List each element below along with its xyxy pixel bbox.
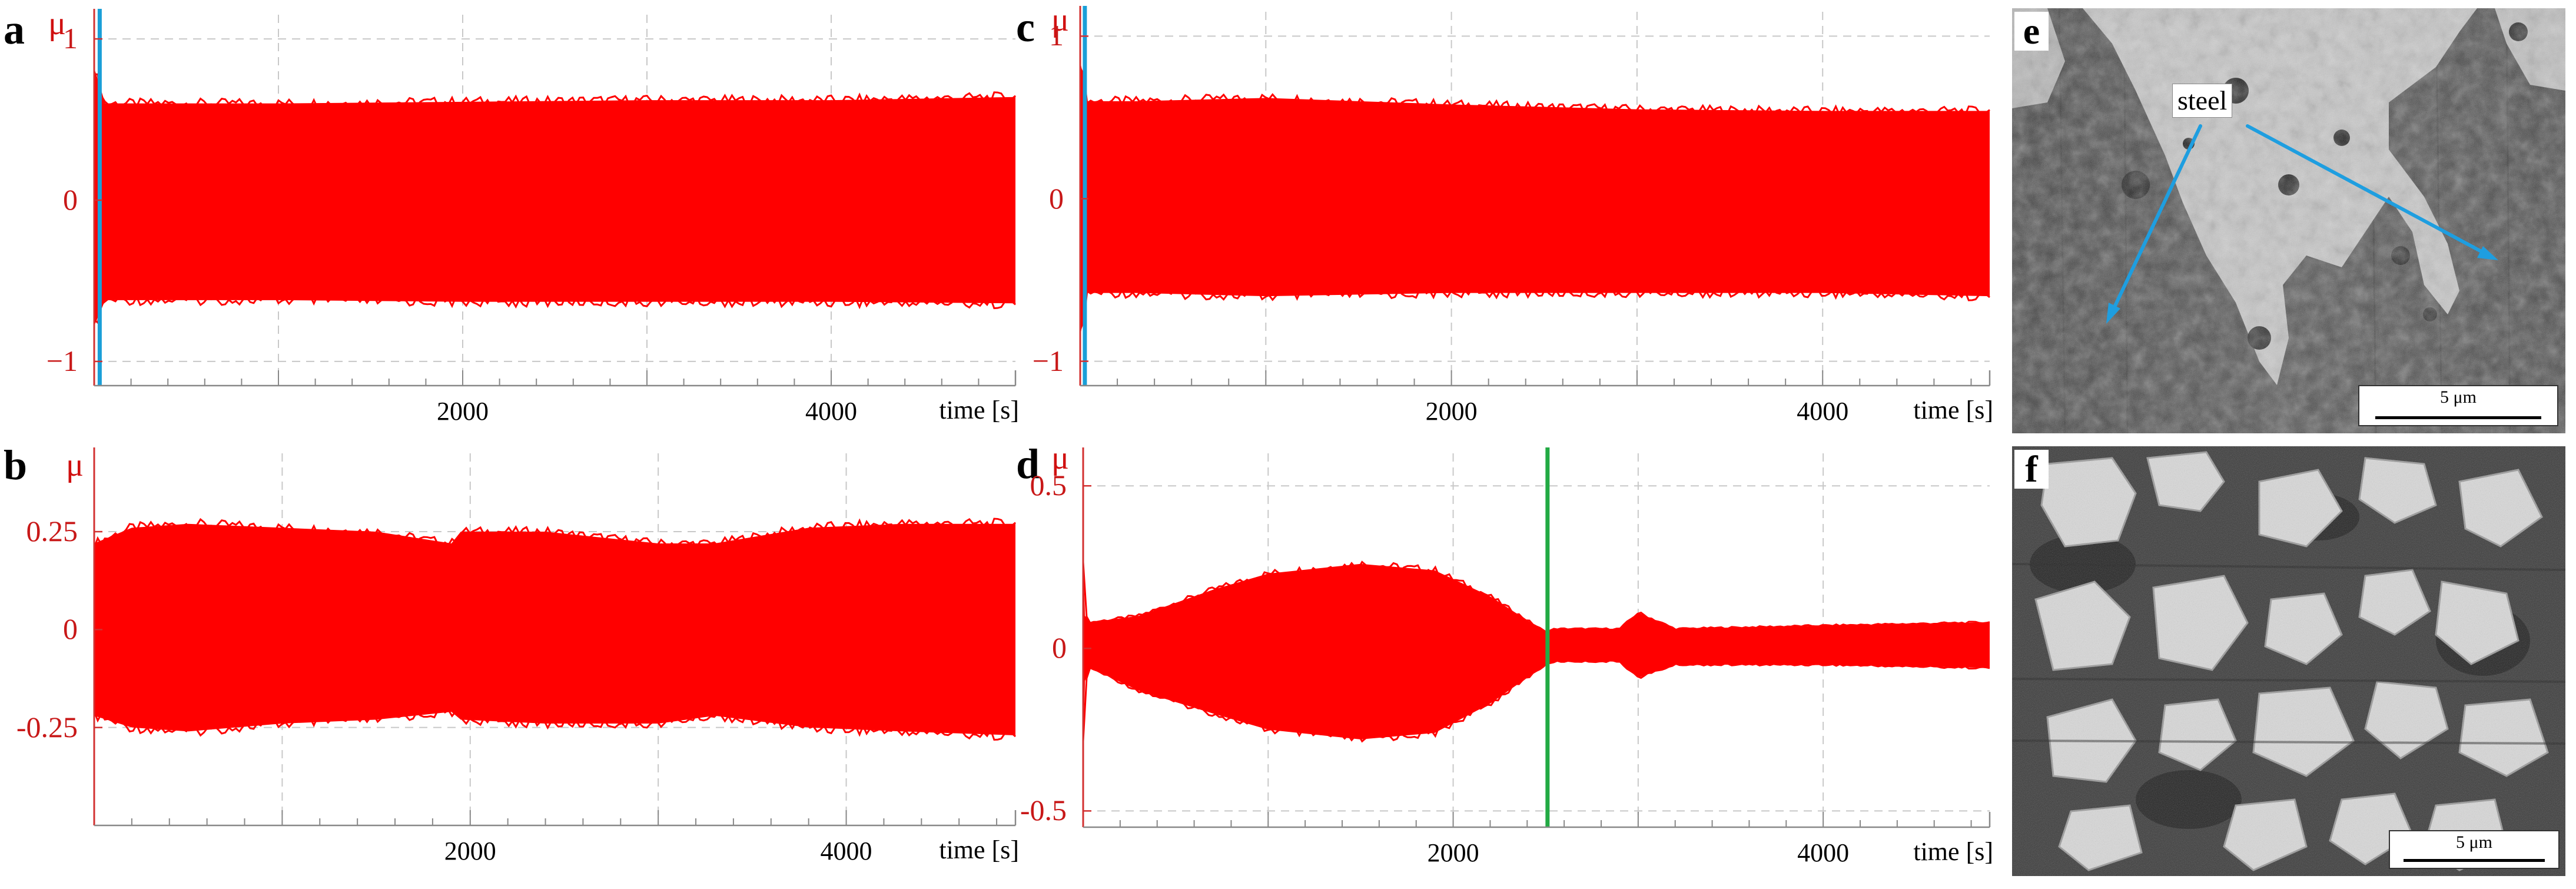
panel-label-c: c	[1016, 4, 1035, 51]
chart-panel-a: a μ 1 0 −1 2000 4000 time [s]	[0, 0, 1030, 436]
x-tick-label-a: 4000	[805, 397, 857, 426]
micrograph-f: f 5 μm	[2012, 446, 2565, 876]
x-axis-label-a: time [s]	[939, 396, 1019, 424]
steel-annotation: steel	[2172, 84, 2233, 118]
signal-band-c	[1080, 60, 1990, 337]
micrograph-f-image	[2012, 446, 2565, 876]
y-tick-label-c: −1	[1032, 344, 1064, 377]
x-tick-label-b: 2000	[444, 837, 496, 865]
panel-label-d: d	[1016, 440, 1040, 487]
scale-bar-f: 5 μm	[2389, 830, 2560, 869]
panel-label-f: f	[2014, 450, 2049, 489]
chart-panel-b: b μ 0.25 0 -0.25 2000 4000 time [s]	[0, 436, 1030, 889]
x-tick-label-a: 2000	[437, 397, 489, 426]
signal-edge-bottom-a	[93, 294, 1016, 325]
scale-bar-e: 5 μm	[2358, 385, 2558, 426]
scale-bar-label-f: 5 μm	[2456, 832, 2492, 852]
panel-label-e: e	[2014, 12, 2049, 51]
signal-band-b	[94, 523, 1015, 735]
y-axis-label-c: μ	[1051, 2, 1070, 38]
y-axis-label-a: μ	[48, 5, 67, 42]
y-tick-label-b: 0.25	[26, 515, 78, 548]
y-axis-label-b: μ	[66, 447, 84, 483]
y-tick-label-b: -0.25	[16, 710, 78, 744]
signal-edge-bottom-b	[93, 708, 1016, 741]
plot-area-a	[93, 9, 1017, 387]
signal-band-d	[1083, 557, 1990, 746]
y-tick-label-d: -0.5	[1020, 794, 1067, 827]
x-axis-label-d: time [s]	[1913, 837, 1993, 866]
chart-panel-d: d μ 0.5 0 -0.5 2000 4000 time [s]	[1013, 436, 2001, 889]
micrograph-e: e steel 5 μm	[2012, 8, 2565, 433]
x-tick-label-b: 4000	[820, 837, 872, 865]
x-tick-label-c: 2000	[1425, 397, 1478, 426]
y-tick-label-d: 0	[1052, 631, 1067, 665]
plot-area-b	[93, 447, 1017, 827]
plot-area-c	[1079, 6, 1991, 387]
y-tick-label-d: 0.5	[1030, 469, 1067, 502]
x-tick-label-c: 4000	[1797, 397, 1849, 426]
y-axis-label-d: μ	[1051, 440, 1070, 476]
signal-edge-top-d	[1082, 560, 1990, 634]
scale-bar-line-f	[2403, 859, 2545, 862]
signal-edge-top-a	[94, 73, 1016, 110]
x-tick-label-d: 2000	[1427, 838, 1479, 867]
chart-panel-c: c μ 1 0 −1 2000 4000 time [s]	[1013, 0, 2001, 436]
signal-edge-top-c	[1079, 67, 1990, 117]
micrograph-e-image	[2012, 8, 2565, 433]
panel-label-a: a	[4, 6, 25, 53]
signal-band-a	[94, 68, 1015, 326]
y-tick-label-a: 0	[63, 183, 78, 216]
y-tick-label-b: 0	[63, 612, 78, 646]
signal-edge-bottom-c	[1079, 287, 1990, 330]
scale-bar-label-e: 5 μm	[2440, 387, 2477, 407]
y-tick-label-c: 0	[1049, 181, 1064, 215]
signal-edge-top-b	[93, 518, 1016, 550]
panel-label-b: b	[4, 442, 28, 489]
scale-bar-line-e	[2375, 416, 2542, 419]
x-tick-label-d: 4000	[1797, 838, 1850, 867]
y-tick-label-a: 1	[63, 22, 78, 55]
y-tick-label-a: −1	[46, 344, 78, 377]
x-axis-label-b: time [s]	[939, 835, 1019, 864]
y-tick-label-c: 1	[1049, 19, 1064, 52]
plot-area-d	[1082, 447, 1991, 828]
x-axis-label-c: time [s]	[1913, 396, 1993, 424]
signal-edge-bottom-d	[1082, 659, 1990, 743]
